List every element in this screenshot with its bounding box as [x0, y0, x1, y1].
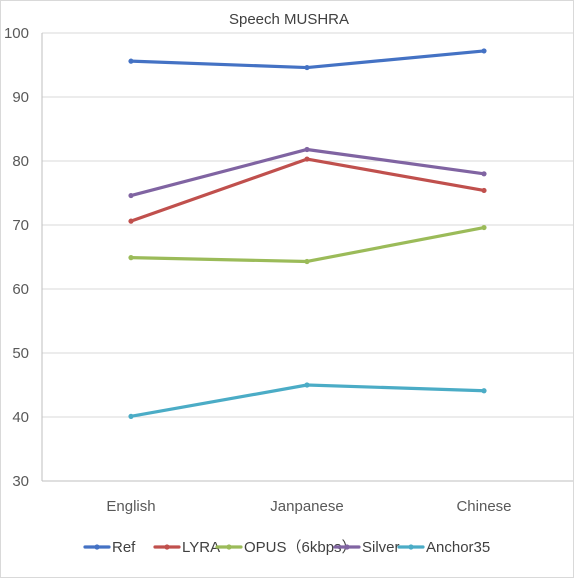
series-lyra [128, 156, 487, 224]
data-point [304, 156, 310, 162]
data-point [481, 224, 487, 231]
series-silver [128, 146, 487, 199]
legend-item: Anchor35 [397, 539, 490, 556]
legend-label: OPUS（6kbps） [244, 539, 357, 556]
x-tick-label: English [106, 498, 155, 515]
series-opus-6kbps- [128, 224, 487, 265]
legend-item: Silver [333, 539, 400, 556]
legend-item: Ref [83, 539, 136, 556]
legend-label: Silver [362, 539, 400, 556]
data-point [304, 258, 310, 265]
legend-marker [226, 544, 232, 550]
legend: Ref LYRA OPUS（6kbps） Silver Anchor35 [83, 539, 490, 556]
data-point [304, 64, 310, 71]
series-group [128, 48, 487, 419]
gridlines [42, 32, 573, 482]
data-point [128, 255, 134, 261]
data-point [304, 146, 310, 153]
y-tick-label: 80 [12, 153, 29, 170]
legend-marker [344, 544, 350, 550]
legend-item: OPUS（6kbps） [215, 539, 357, 556]
data-point [128, 192, 134, 199]
y-tick-label: 100 [4, 25, 29, 42]
y-tick-label: 50 [12, 345, 29, 362]
data-point [128, 218, 134, 224]
y-tick-label: 60 [12, 281, 29, 298]
series-ref [128, 48, 487, 71]
legend-marker [164, 544, 170, 550]
data-point [481, 388, 487, 394]
data-point [304, 382, 310, 388]
legend-label: Anchor35 [426, 539, 490, 556]
legend-marker [408, 544, 414, 550]
data-point [128, 58, 134, 64]
y-tick-label: 40 [12, 409, 29, 426]
legend-label: Ref [112, 539, 136, 556]
series-line [129, 147, 486, 198]
data-point [481, 171, 487, 177]
x-tick-label: Chinese [456, 498, 511, 515]
series-line [129, 383, 486, 418]
legend-item: LYRA [153, 539, 220, 556]
data-point [128, 413, 134, 419]
series-line [129, 225, 486, 264]
axes: 30 40 50 60 70 80 90 100 English Janpanese Chinese [4, 25, 573, 515]
y-tick-label: 70 [12, 217, 29, 234]
legend-label: LYRA [182, 539, 220, 556]
series-line [129, 157, 486, 223]
data-point [481, 48, 487, 54]
chart-title: Speech MUSHRA [229, 11, 349, 28]
series-anchor35 [128, 382, 487, 419]
data-point [481, 187, 487, 194]
x-tick-label: Janpanese [270, 498, 343, 515]
y-tick-label: 90 [12, 89, 29, 106]
y-tick-label: 30 [12, 473, 29, 490]
legend-marker [94, 544, 100, 550]
